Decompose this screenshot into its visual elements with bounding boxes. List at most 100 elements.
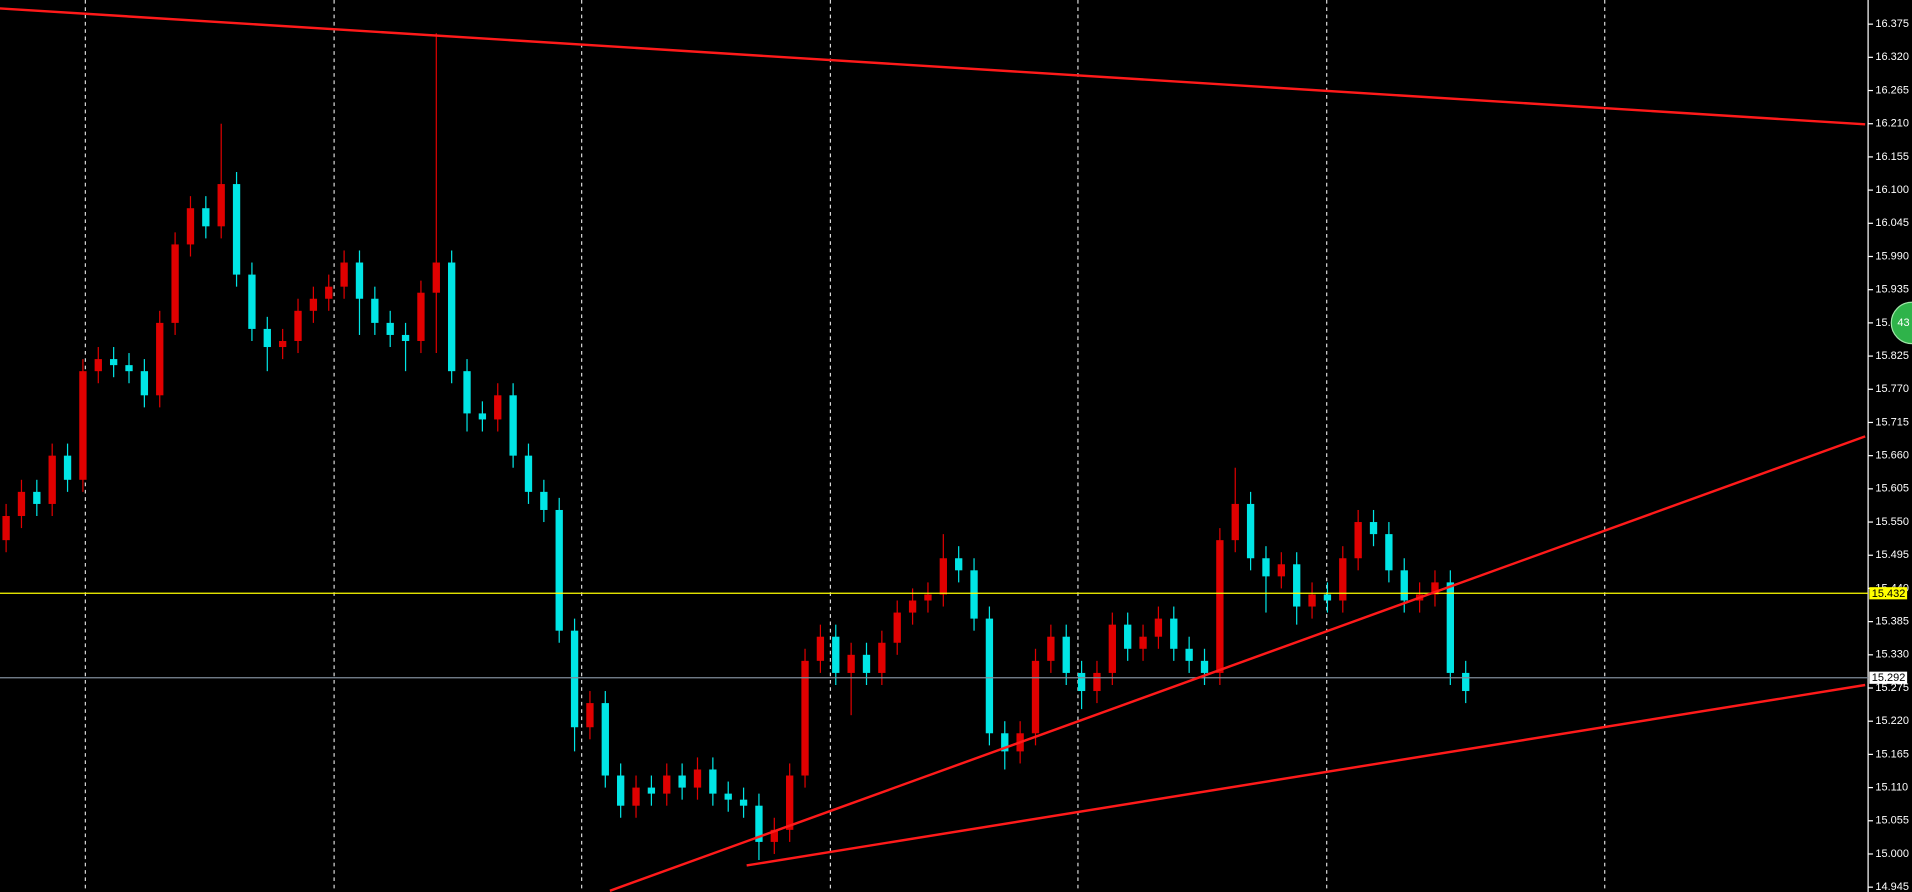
candle-body xyxy=(125,365,133,372)
candle-body xyxy=(263,328,271,348)
candle-body xyxy=(924,594,932,601)
candle-body xyxy=(1308,594,1316,607)
candle-body xyxy=(908,600,917,613)
candle-body xyxy=(1385,534,1393,571)
y-tick-label: 16.375 xyxy=(1875,18,1909,30)
y-tick-label: 15.770 xyxy=(1875,383,1909,395)
candle-body xyxy=(448,262,456,372)
candle-body xyxy=(386,322,394,335)
price-line-tag xyxy=(1869,671,1908,684)
candle-body xyxy=(417,292,425,341)
candle-body xyxy=(893,612,901,643)
candle-body xyxy=(1231,503,1239,541)
trade-badge xyxy=(1890,301,1912,345)
candle-body xyxy=(724,793,732,800)
y-tick-label: 16.045 xyxy=(1875,217,1909,229)
y-tick-label: 15.660 xyxy=(1875,450,1909,462)
price-line-label: 15.292 xyxy=(1872,672,1906,684)
y-tick-label: 16.210 xyxy=(1875,118,1909,130)
candle-body xyxy=(17,491,26,517)
candle-body xyxy=(1323,594,1332,601)
candle-body xyxy=(1108,624,1116,673)
candle-body xyxy=(432,262,440,293)
candle-body xyxy=(1062,636,1070,673)
candle-body xyxy=(140,371,149,396)
candle-body xyxy=(970,570,978,619)
candle-body xyxy=(524,455,533,492)
candle-body xyxy=(1446,582,1454,673)
candle-body xyxy=(570,630,579,728)
candle-body xyxy=(1262,558,1270,577)
candle-body xyxy=(2,516,10,541)
candle-body xyxy=(632,787,640,806)
candle-body xyxy=(309,298,318,311)
candle-body xyxy=(693,769,702,788)
candle-body xyxy=(755,805,763,842)
candle-body xyxy=(463,371,471,414)
candle-body xyxy=(1031,660,1040,734)
candle-body xyxy=(1293,564,1301,607)
candle-body xyxy=(355,262,364,299)
y-tick-label: 15.990 xyxy=(1875,250,1909,262)
y-tick-label: 15.385 xyxy=(1875,616,1909,628)
trendline xyxy=(609,435,1866,892)
candle-body xyxy=(1400,570,1408,601)
candle-body xyxy=(617,775,625,806)
y-tick-label: 15.220 xyxy=(1875,715,1909,727)
candle-body xyxy=(371,298,379,323)
trade-badge-label: 43 xyxy=(1897,317,1909,329)
y-tick-label: 16.100 xyxy=(1875,184,1909,196)
candle-body xyxy=(939,558,947,595)
candle-body xyxy=(801,660,809,776)
candle-body xyxy=(63,455,72,480)
candle-body xyxy=(786,775,794,830)
y-tick-label: 16.320 xyxy=(1875,51,1909,63)
candle-body xyxy=(1200,660,1209,673)
candle-body xyxy=(862,654,871,673)
candle-body xyxy=(248,274,256,329)
y-tick-label: 15.715 xyxy=(1875,416,1909,428)
candle-body xyxy=(540,491,548,510)
candle-body xyxy=(739,799,748,806)
trendline xyxy=(0,7,1866,126)
y-tick-label: 16.265 xyxy=(1875,84,1909,96)
candle-body xyxy=(294,310,302,341)
candle-body xyxy=(171,244,179,323)
candle-body xyxy=(1185,648,1193,661)
candle-body xyxy=(509,395,517,456)
y-tick-label: 15.825 xyxy=(1875,350,1909,362)
candle-body xyxy=(1339,558,1347,601)
candle-body xyxy=(1216,540,1224,673)
candle-body xyxy=(217,184,225,227)
candle-body xyxy=(48,455,56,504)
candle-body xyxy=(186,208,195,245)
y-tick-label: 15.605 xyxy=(1875,483,1909,495)
candle-body xyxy=(1369,522,1378,535)
price-line-label: 15.432 xyxy=(1872,588,1906,600)
candle-body xyxy=(985,618,994,734)
candle-body xyxy=(647,787,656,794)
candle-body xyxy=(494,395,502,420)
candle-body xyxy=(1354,522,1362,559)
candle-body xyxy=(401,334,410,341)
candle-body xyxy=(678,775,686,788)
candle-body xyxy=(1277,564,1285,577)
candle-body xyxy=(340,262,348,287)
candle-body xyxy=(94,359,102,372)
candle-body xyxy=(847,654,855,673)
candle-body xyxy=(770,829,778,842)
candle-body xyxy=(955,558,963,571)
y-tick-label: 16.155 xyxy=(1875,151,1909,163)
candle-body xyxy=(1462,672,1470,692)
price-line-tag xyxy=(1869,587,1908,600)
y-tick-label: 15.330 xyxy=(1875,649,1909,661)
y-tick-label: 15.550 xyxy=(1875,516,1909,528)
candle-body xyxy=(586,703,594,728)
y-tick-label: 15.275 xyxy=(1875,682,1909,694)
candle-body xyxy=(325,286,333,299)
candle-body xyxy=(1170,618,1178,649)
y-tick-label: 15.000 xyxy=(1875,848,1909,860)
